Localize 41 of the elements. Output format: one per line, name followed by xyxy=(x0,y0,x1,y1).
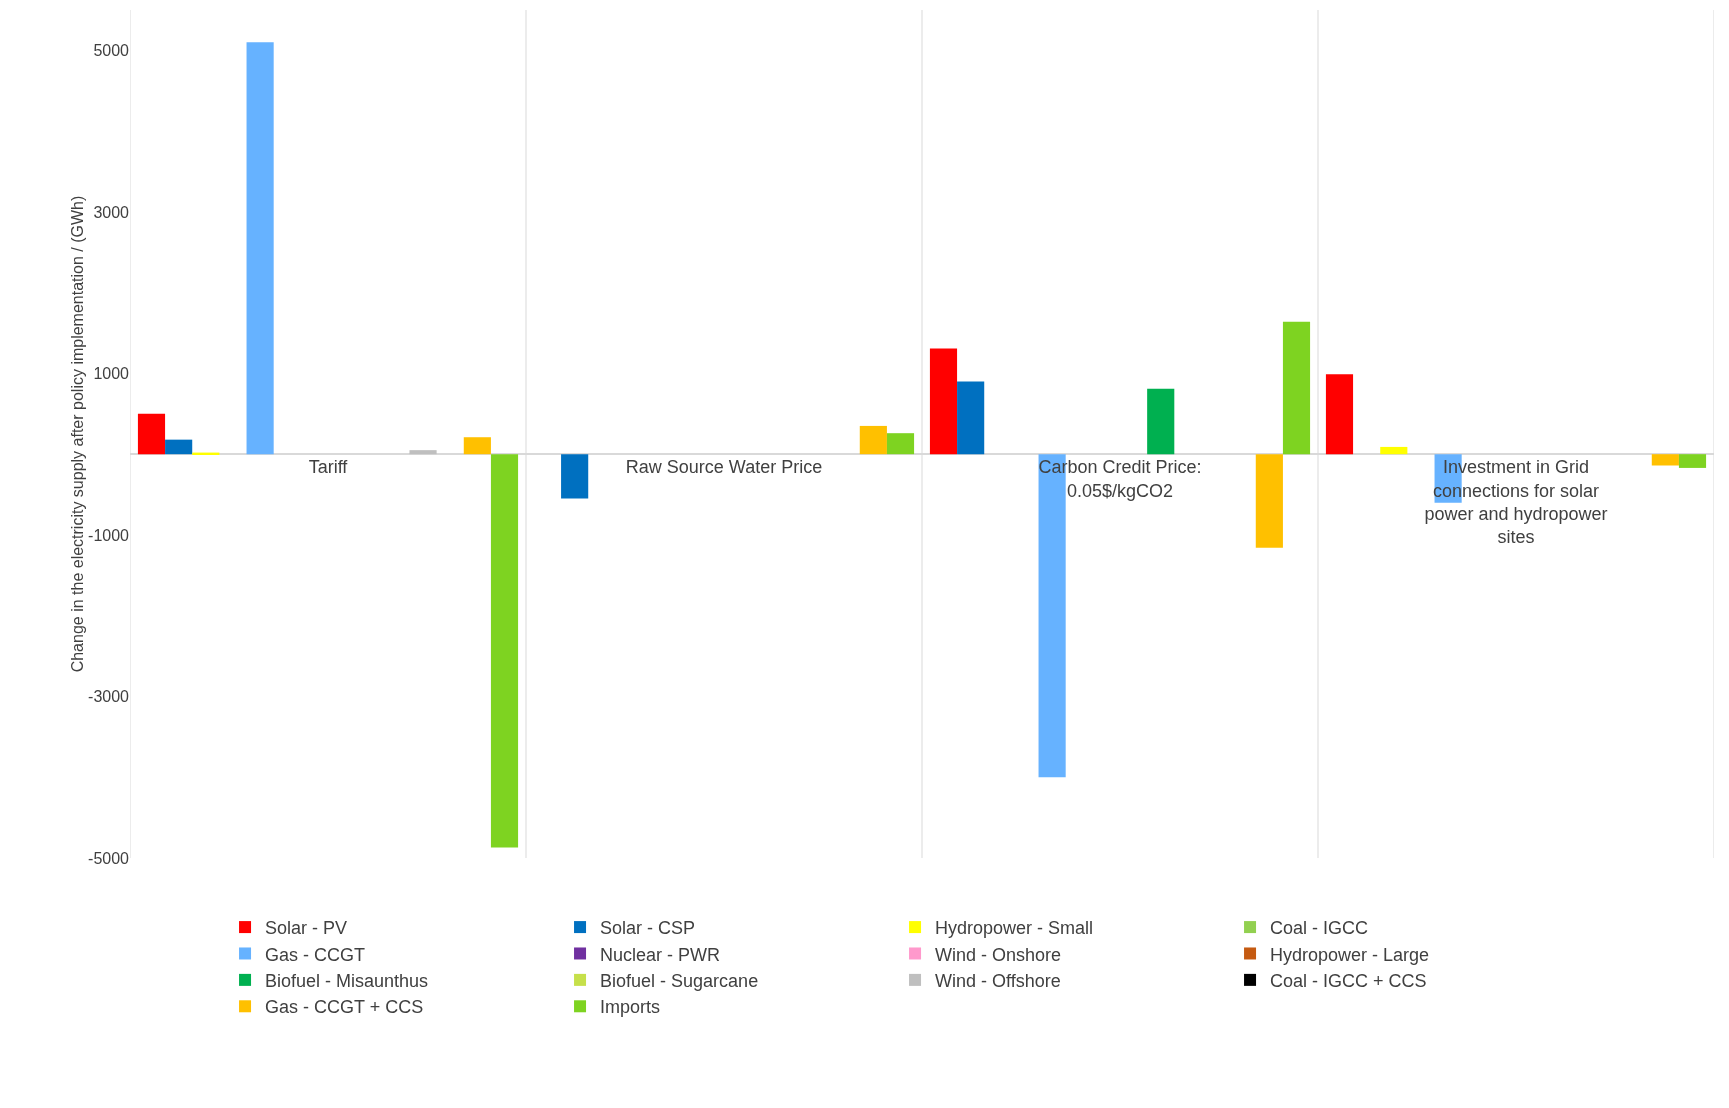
y-tick-label: -3000 xyxy=(88,688,130,706)
legend-label: Hydropower - Large xyxy=(1270,944,1430,965)
bar xyxy=(137,413,166,455)
y-tick-label: -5000 xyxy=(88,849,130,867)
bar xyxy=(246,42,274,455)
bar xyxy=(1255,454,1283,548)
bar xyxy=(859,425,887,455)
bar xyxy=(929,348,958,455)
bar xyxy=(1651,454,1679,466)
bar xyxy=(1678,454,1707,468)
legend-label: Solar - PV xyxy=(265,918,348,939)
legend-label: Wind - Offshore xyxy=(935,970,1061,991)
bar xyxy=(165,439,193,455)
bar xyxy=(886,433,915,455)
legend-label: Biofuel - Misaunthus xyxy=(265,970,429,991)
legend-label: Nuclear - PWR xyxy=(600,944,721,965)
bar xyxy=(957,381,985,455)
y-tick-label: 3000 xyxy=(93,203,130,221)
legend-label: Solar - CSP xyxy=(600,918,696,939)
bar xyxy=(1380,446,1408,455)
bar xyxy=(1325,374,1354,455)
bar xyxy=(1282,321,1311,455)
bar xyxy=(409,450,437,455)
legend-label: Gas - CCGT + CCS xyxy=(265,997,424,1018)
legend-label: Imports xyxy=(600,997,661,1018)
legend-label: Gas - CCGT xyxy=(265,944,366,965)
legend-label: Coal - IGCC xyxy=(1270,918,1369,939)
x-tick-label: Tariff xyxy=(308,457,349,478)
legend-label: Hydropower - Small xyxy=(935,918,1094,939)
legend-label: Biofuel - Sugarcane xyxy=(600,970,759,991)
y-axis-title: Change in the electricity supply after policy implementation / (GWh) xyxy=(69,195,87,673)
y-tick-label: 1000 xyxy=(93,365,130,383)
y-tick-label: -1000 xyxy=(88,526,130,544)
bar xyxy=(490,454,519,848)
legend-label: Coal - IGCC + CCS xyxy=(1270,970,1427,991)
bar xyxy=(463,437,491,455)
y-tick-label: 5000 xyxy=(93,41,130,59)
bar xyxy=(1147,388,1175,455)
x-tick-label: Raw Source Water Price xyxy=(625,457,823,478)
bar xyxy=(561,454,589,499)
legend-label: Wind - Onshore xyxy=(935,944,1062,965)
